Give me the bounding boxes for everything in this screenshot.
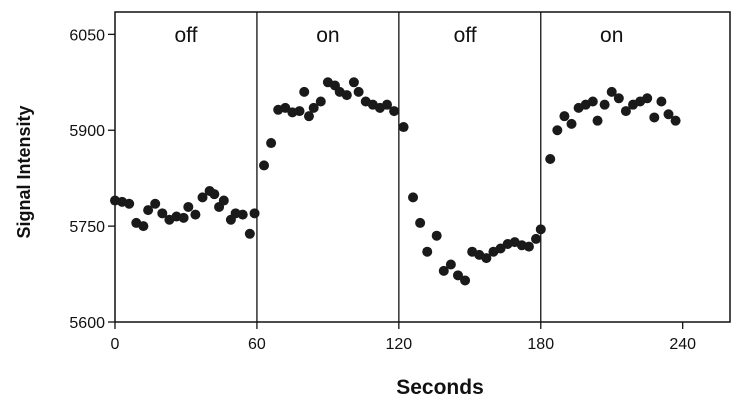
data-point	[587, 96, 598, 107]
data-point	[150, 198, 161, 209]
data-point	[315, 96, 326, 107]
data-points	[110, 77, 681, 286]
data-point	[218, 195, 229, 206]
x-tick-label: 60	[248, 336, 266, 353]
data-point	[178, 212, 189, 223]
phase-dividers	[256, 12, 542, 322]
data-point	[592, 115, 603, 126]
x-tick-label: 0	[111, 336, 120, 353]
x-tick-label: 180	[527, 336, 554, 353]
data-point	[183, 201, 194, 212]
data-point	[649, 112, 660, 123]
data-point	[138, 221, 149, 232]
data-point	[209, 189, 220, 200]
data-point	[599, 99, 610, 110]
y-axis: 5600 5750 5900 6050	[69, 27, 115, 332]
data-point	[642, 93, 653, 104]
y-tick-label: 5900	[69, 123, 105, 140]
data-point	[280, 102, 291, 113]
data-point	[341, 90, 352, 101]
data-point	[545, 154, 556, 165]
data-point	[452, 270, 463, 281]
data-point	[143, 205, 154, 216]
phase-label-on: on	[600, 24, 623, 47]
data-point	[670, 115, 681, 126]
data-point	[408, 192, 419, 203]
data-point	[259, 160, 270, 171]
data-point	[308, 102, 319, 113]
data-point	[481, 253, 492, 264]
data-point	[244, 228, 255, 239]
data-point	[348, 77, 359, 88]
data-point	[415, 217, 426, 228]
data-point	[422, 246, 433, 257]
data-point	[535, 224, 546, 235]
data-point	[382, 99, 393, 110]
data-point	[656, 96, 667, 107]
data-point	[299, 86, 310, 97]
data-point	[438, 265, 449, 276]
data-point	[237, 209, 248, 220]
x-axis: 0 60 120 180 240	[111, 322, 696, 353]
phase-label-off: off	[174, 24, 197, 47]
y-tick-label: 5600	[69, 315, 105, 332]
phase-label-off: off	[454, 24, 477, 47]
data-point	[190, 209, 201, 220]
data-point	[157, 208, 168, 219]
phase-labels: off on off on	[174, 24, 623, 47]
data-point	[389, 106, 400, 117]
y-tick-label: 5750	[69, 219, 105, 236]
x-tick-label: 120	[385, 336, 412, 353]
data-point	[303, 111, 314, 122]
phase-label-on: on	[316, 24, 339, 47]
plot-frame	[114, 11, 731, 323]
data-point	[566, 118, 577, 129]
data-point	[620, 106, 631, 117]
y-axis-title: Signal Intensity	[14, 105, 34, 238]
data-point	[606, 86, 617, 97]
data-point	[552, 125, 563, 136]
data-point	[531, 233, 542, 244]
data-point	[431, 230, 442, 241]
data-point	[249, 208, 260, 219]
data-point	[495, 243, 506, 254]
data-point	[294, 106, 305, 117]
data-point	[353, 86, 364, 97]
data-point	[460, 275, 471, 286]
data-point	[613, 93, 624, 104]
data-point	[445, 259, 456, 270]
data-point	[663, 109, 674, 120]
data-point	[197, 192, 208, 203]
data-point	[523, 241, 534, 252]
data-point	[124, 198, 135, 209]
x-tick-label: 240	[669, 336, 696, 353]
y-tick-label: 6050	[69, 27, 105, 44]
data-point	[398, 122, 409, 133]
data-point	[266, 138, 277, 149]
x-axis-title: Seconds	[396, 376, 484, 399]
data-point	[559, 111, 570, 122]
